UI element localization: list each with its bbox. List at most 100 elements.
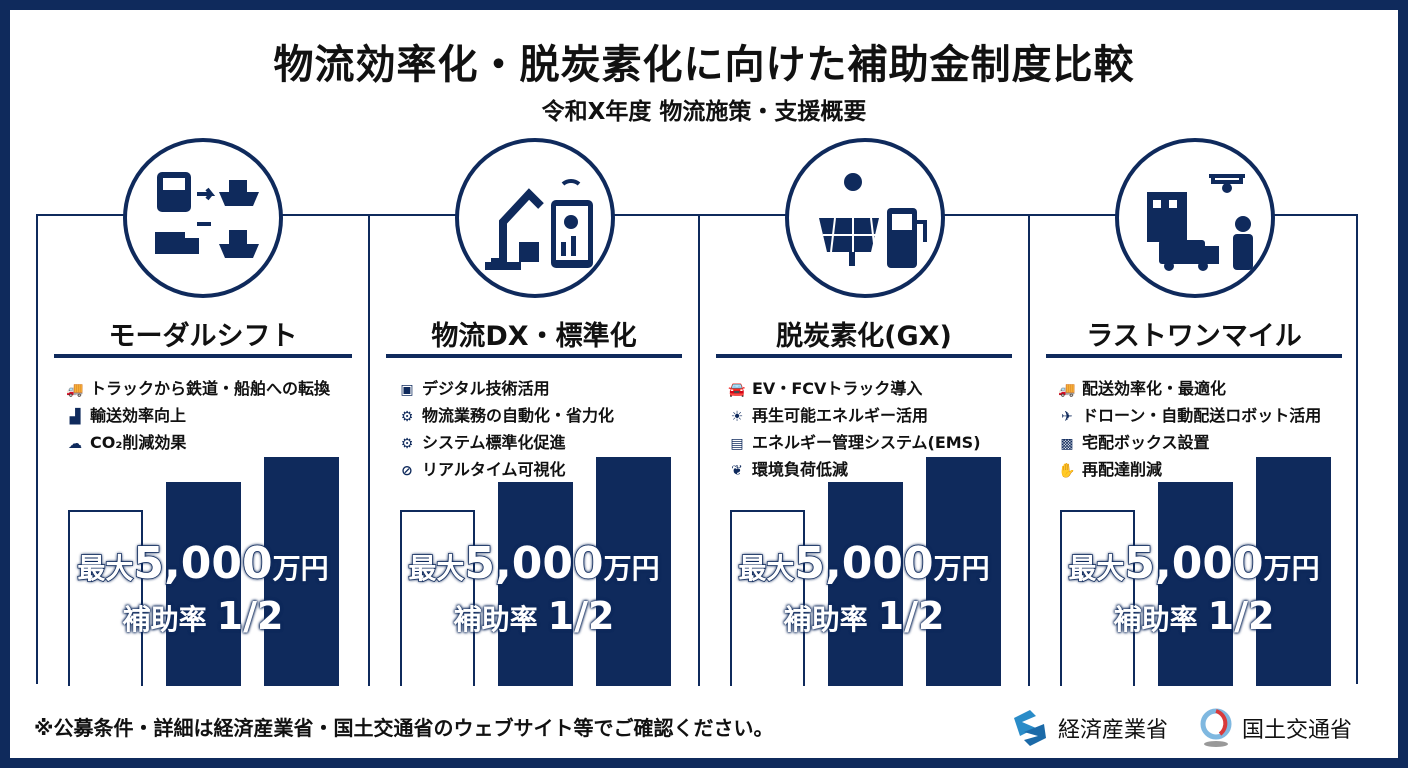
heading-divider	[716, 354, 1012, 358]
subsidy-rate: 補助率 1/2	[1030, 594, 1358, 638]
heading-divider	[386, 354, 682, 358]
train-ship-truck-icon	[123, 138, 283, 298]
feature-list: 🚚 配送効率化・最適化 ✈ ドローン・自動配送ロボット活用 ▩ 宅配ボックス設置 ✋ 再配達削…	[1058, 376, 1321, 484]
feature-item: ▣ デジタル技術活用	[398, 376, 614, 403]
feature-item: ⚙ 物流業務の自動化・省力化	[398, 403, 614, 430]
panel-1: モーダルシフト 🚚 トラックから鉄道・船舶への転換 ▟ 輸送効率向上 ☁ CO₂削減効果 …	[38, 138, 368, 686]
feature-text: システム標準化促進	[422, 433, 566, 452]
subsidy-rate: 補助率 1/2	[38, 594, 368, 638]
bar-small	[68, 510, 143, 686]
feature-text: デジタル技術活用	[422, 379, 550, 398]
feature-text: 配送効率化・最適化	[1082, 379, 1227, 398]
rate-label: 補助率	[453, 603, 538, 636]
max-amount: 最大5,000万円	[700, 537, 1028, 590]
feature-item: ❦ 環境負荷低減	[728, 457, 981, 484]
box-icon: ▩	[1060, 436, 1074, 452]
heading-divider	[54, 354, 352, 358]
amount-prefix: 最大	[408, 551, 466, 586]
amount-value: 5,000	[1124, 537, 1265, 590]
panel-4: ラストワンマイル 🚚 配送効率化・最適化 ✈ ドローン・自動配送ロボット活用 ▩ 宅配ボッ…	[1028, 138, 1358, 686]
chip-icon: ▣	[400, 382, 414, 398]
amount-unit: 万円	[1263, 551, 1321, 586]
bar-medium	[1158, 482, 1233, 686]
robot-arm-tablet-icon	[455, 138, 615, 298]
feature-item: ☀ 再生可能エネルギー活用	[728, 403, 981, 430]
meti-logo: 経済産業省	[1010, 708, 1168, 748]
leaf-icon: ❦	[731, 463, 743, 479]
amount-prefix: 最大	[77, 551, 135, 586]
feature-text: 輸送効率向上	[90, 406, 187, 425]
hand-coin-icon: ✋	[1058, 463, 1076, 479]
amount-value: 5,000	[794, 537, 935, 590]
feature-item: ✋ 再配達削減	[1058, 457, 1321, 484]
feature-text: 再生可能エネルギー活用	[752, 406, 929, 425]
rate-value: 1/2	[547, 594, 615, 638]
feature-item: 🚘 EV・FCVトラック導入	[728, 376, 981, 403]
bar-medium	[828, 482, 903, 686]
feature-text: 物流業務の自動化・省力化	[422, 406, 615, 425]
feature-text: トラックから鉄道・船舶への転換	[90, 379, 331, 398]
feature-list: ▣ デジタル技術活用 ⚙ 物流業務の自動化・省力化 ⚙ システム標準化促進 ⊘ リアルタイム可…	[398, 376, 614, 484]
bar-large	[596, 457, 671, 686]
footer-note: ※公募条件・詳細は経済産業省・国土交通省のウェブサイト等でご確認ください。	[34, 716, 774, 740]
car-icon: 🚘	[728, 382, 746, 398]
page-subtitle: 令和X年度 物流施策・支援概要	[541, 99, 867, 125]
sun-icon: ☀	[730, 409, 744, 425]
feature-item: ☁ CO₂削減効果	[66, 430, 330, 457]
feature-text: 宅配ボックス設置	[1082, 433, 1210, 452]
amount-prefix: 最大	[738, 551, 796, 586]
amount-value: 5,000	[133, 537, 274, 590]
panel-heading: 物流DX・標準化	[431, 321, 637, 352]
rate-label: 補助率	[1113, 603, 1198, 636]
feature-item: 🚚 トラックから鉄道・船舶への転換	[66, 376, 330, 403]
bar-medium	[166, 482, 241, 686]
ems-icon: ▤	[730, 436, 744, 452]
feature-item: ▩ 宅配ボックス設置	[1058, 430, 1321, 457]
feature-text: 再配達削減	[1082, 460, 1163, 479]
bar-small	[730, 510, 805, 686]
panel-2: 物流DX・標準化 ▣ デジタル技術活用 ⚙ 物流業務の自動化・省力化 ⚙ システム標準化促…	[368, 138, 698, 686]
panel-3: 脱炭素化(GX) 🚘 EV・FCVトラック導入 ☀ 再生可能エネルギー活用 ▤ エネルギー…	[698, 138, 1028, 686]
rate-value: 1/2	[216, 594, 284, 638]
bar-large	[1256, 457, 1331, 686]
amount-unit: 万円	[272, 551, 330, 586]
compass-icon: ⊘	[401, 463, 413, 479]
feature-text: エネルギー管理システム(EMS)	[752, 433, 981, 452]
rate-label: 補助率	[122, 603, 207, 636]
panel-heading: ラストワンマイル	[1086, 321, 1302, 352]
feature-text: リアルタイム可視化	[422, 460, 566, 479]
feature-item: 🚚 配送効率化・最適化	[1058, 376, 1321, 403]
panel-heading: 脱炭素化(GX)	[776, 321, 952, 352]
amount-prefix: 最大	[1068, 551, 1126, 586]
bar-small	[1060, 510, 1135, 686]
panel-heading: モーダルシフト	[108, 321, 298, 352]
feature-text: ドローン・自動配送ロボット活用	[1082, 406, 1322, 425]
panels: モーダルシフト 🚚 トラックから鉄道・船舶への転換 ▟ 輸送効率向上 ☁ CO₂削減効果 …	[36, 138, 1358, 686]
gear-icon: ⚙	[400, 409, 414, 425]
subsidy-rate: 補助率 1/2	[370, 594, 698, 638]
meti-logo-icon	[1014, 710, 1046, 746]
meti-logo-text: 経済産業省	[1058, 718, 1169, 743]
bar-large	[264, 457, 339, 686]
feature-text: 環境負荷低減	[752, 460, 849, 479]
feature-list: 🚚 トラックから鉄道・船舶への転換 ▟ 輸送効率向上 ☁ CO₂削減効果	[66, 376, 330, 457]
truck-icon: 🚚	[66, 382, 84, 398]
rate-value: 1/2	[1207, 594, 1275, 638]
feature-list: 🚘 EV・FCVトラック導入 ☀ 再生可能エネルギー活用 ▤ エネルギー管理システム(EM…	[728, 376, 981, 484]
feature-item: ▤ エネルギー管理システム(EMS)	[728, 430, 981, 457]
mlit-logo-text: 国土交通省	[1242, 718, 1353, 743]
amount-unit: 万円	[933, 551, 991, 586]
heading-divider	[1046, 354, 1342, 358]
mlit-logo-icon	[1200, 708, 1232, 747]
rate-label: 補助率	[783, 603, 868, 636]
max-amount: 最大5,000万円	[1030, 537, 1358, 590]
page-title: 物流効率化・脱炭素化に向けた補助金制度比較	[273, 42, 1135, 88]
feature-text: CO₂削減効果	[90, 433, 187, 452]
bar-medium	[498, 482, 573, 686]
feature-item: ✈ ドローン・自動配送ロボット活用	[1058, 403, 1321, 430]
feature-item: ⚙ システム標準化促進	[398, 430, 614, 457]
solar-ev-charger-icon	[785, 138, 945, 298]
max-amount: 最大5,000万円	[38, 537, 368, 590]
feature-item: ⊘ リアルタイム可視化	[398, 457, 614, 484]
amount-unit: 万円	[603, 551, 661, 586]
